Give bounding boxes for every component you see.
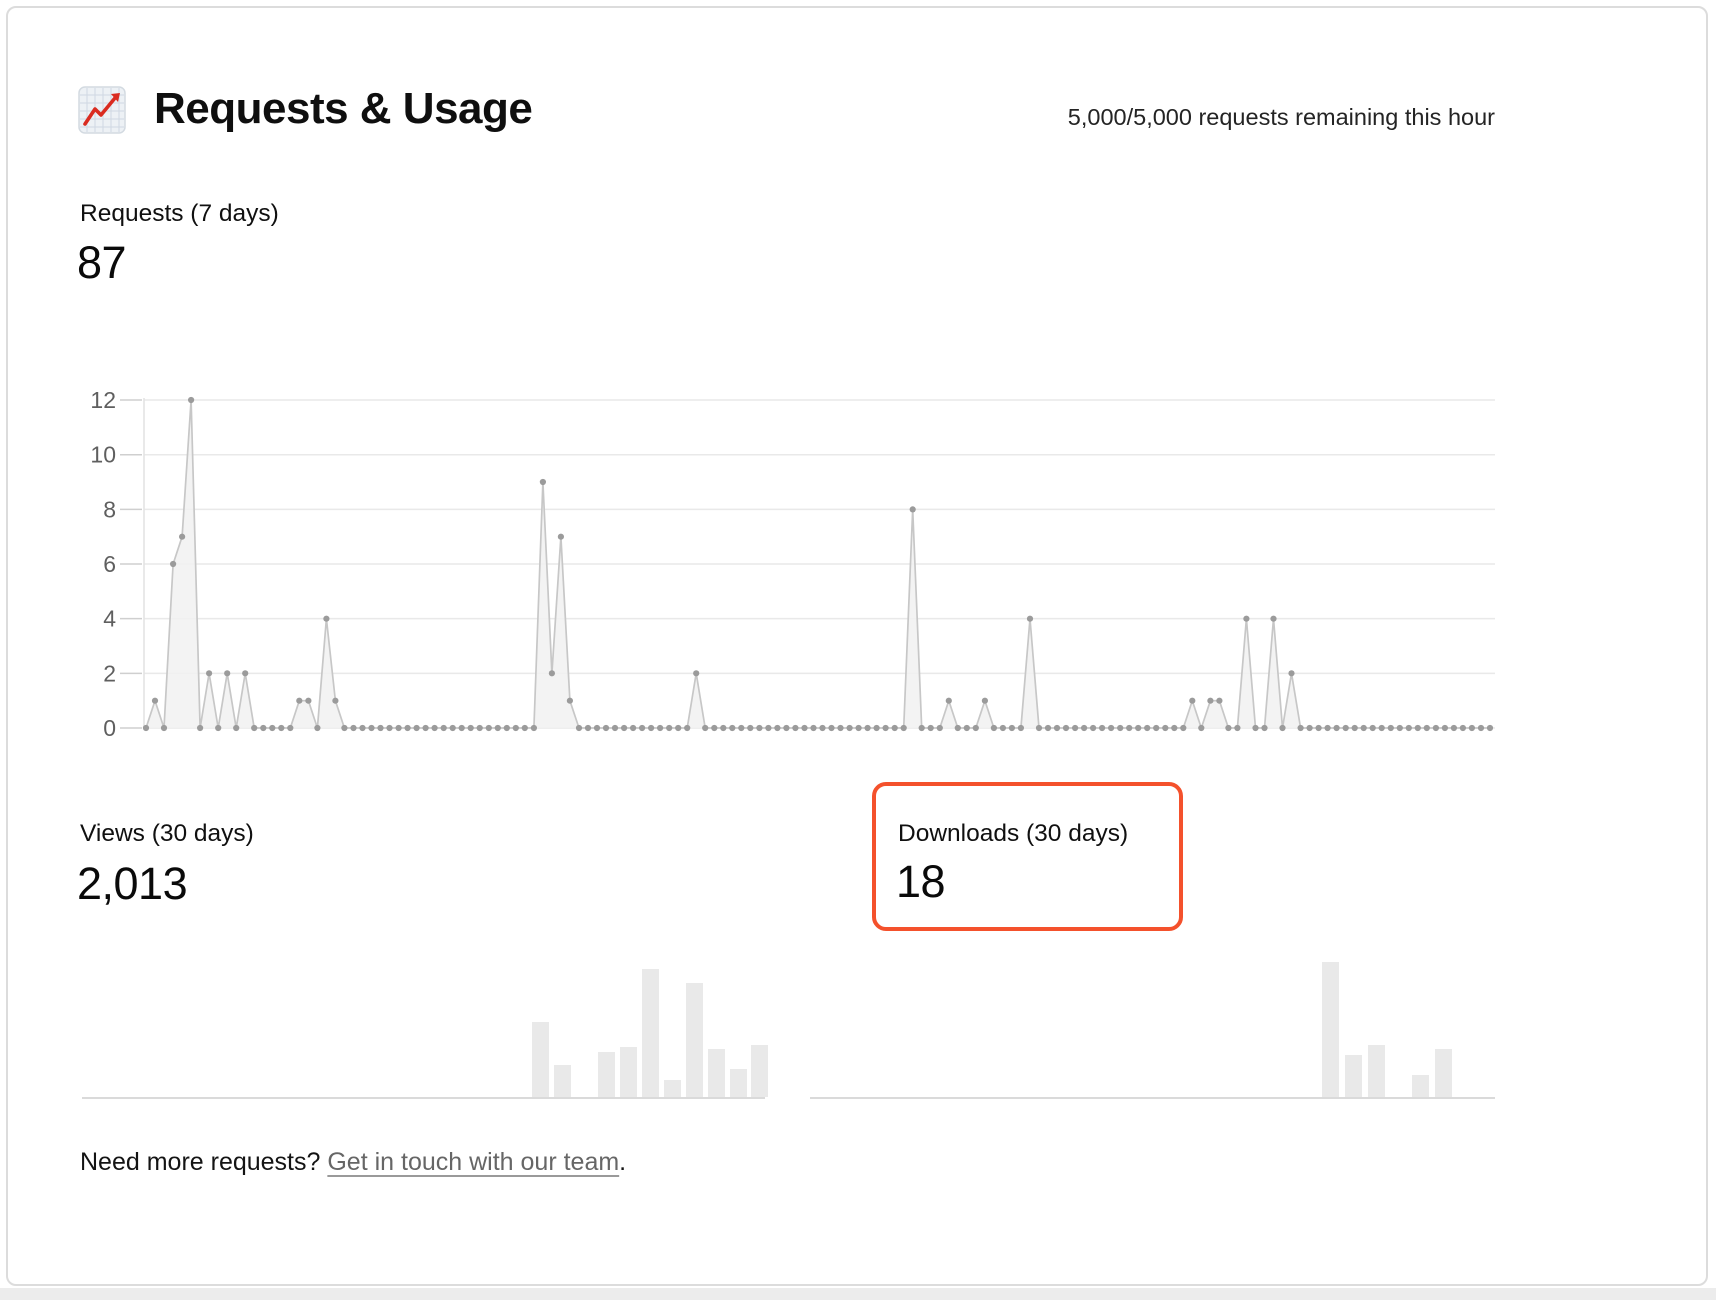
chart-increasing-emoji: [78, 86, 126, 134]
footer-note: Need more requests? Get in touch with ou…: [80, 1148, 626, 1177]
contact-team-link[interactable]: Get in touch with our team: [327, 1148, 620, 1176]
views-30-days-sparkline-bar: [554, 1065, 571, 1097]
views-30-days-sparkline-baseline: [82, 1097, 765, 1099]
footer-suffix: .: [619, 1148, 627, 1176]
views-30-days-sparkline-bar: [598, 1052, 615, 1097]
downloads-stat-label: Downloads (30 days): [898, 820, 1129, 847]
downloads-30-days-sparkline-bar: [1345, 1055, 1362, 1097]
page-bottom-gap: [0, 1288, 1716, 1300]
downloads-stat-card-highlighted[interactable]: Downloads (30 days) 18: [872, 782, 1183, 931]
downloads-30-days-sparkline-bar: [1368, 1045, 1385, 1097]
views-30-days-sparkline-bar: [532, 1022, 549, 1097]
views-30-days-sparkline-bar: [686, 983, 703, 1097]
rate-limit-remaining-text: 5,000/5,000 requests remaining this hour: [1067, 104, 1495, 130]
views-stat-value: 2,013: [77, 858, 188, 909]
requests-stat-value: 87: [77, 237, 127, 288]
views-30-days-sparkline-bar: [642, 969, 659, 1097]
downloads-30-days-sparkline-bar: [1435, 1049, 1452, 1097]
downloads-30-days-sparkline-bar: [1412, 1075, 1429, 1097]
downloads-30-days-sparkline-bar: [1322, 962, 1339, 1097]
views-30-days-sparkline-bar: [730, 1069, 747, 1097]
downloads-30-days-sparkline-baseline: [810, 1097, 1495, 1099]
footer-text: Need more requests?: [80, 1148, 321, 1176]
views-30-days-sparkline-bar: [664, 1080, 681, 1097]
views-30-days-sparkline-bar: [751, 1045, 768, 1097]
views-30-days-sparkline-bar: [620, 1047, 637, 1097]
page-title: Requests & Usage: [154, 84, 533, 133]
requests-stat-label: Requests (7 days): [80, 200, 279, 227]
views-30-days-sparkline-bar: [708, 1049, 725, 1097]
views-stat-label: Views (30 days): [80, 820, 254, 847]
downloads-stat-value: 18: [896, 856, 946, 907]
